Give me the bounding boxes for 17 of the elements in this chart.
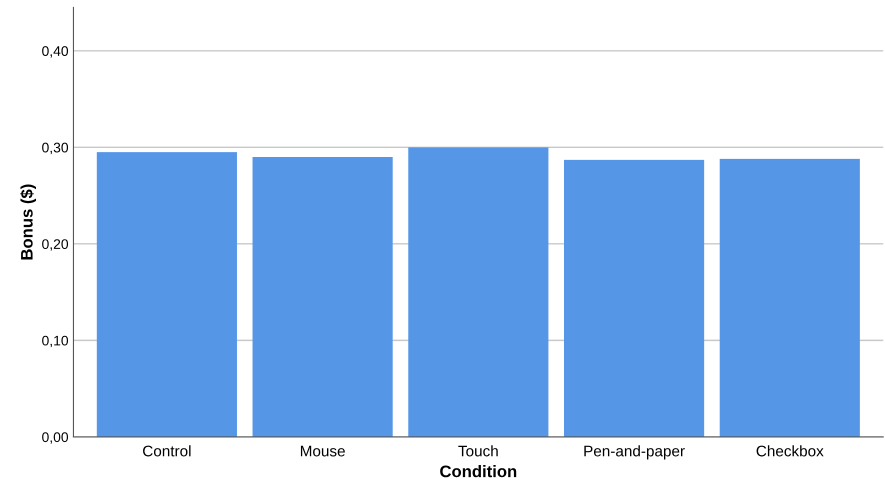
x-axis-title: Condition [440,465,516,478]
x-tick-label: Pen-and-paper [584,445,685,460]
y-tick-label: 0,30 [42,142,68,154]
x-tick-label: Mouse [300,446,345,456]
x-tick-label: Checkbox [756,445,824,456]
bar [564,160,704,437]
y-tick-label: 0,00 [42,432,68,444]
x-tick-label: Control [143,445,190,456]
x-tick-label: Touch [458,445,498,456]
y-tick-label: 0,20 [42,239,68,251]
y-tick-label: 0,10 [42,336,68,348]
y-axis-title: Bonus ($) [20,184,36,260]
bar [720,158,860,437]
bar [96,152,237,437]
y-tick-label: 0,40 [42,46,68,58]
bar [252,156,393,437]
bar [408,147,548,437]
